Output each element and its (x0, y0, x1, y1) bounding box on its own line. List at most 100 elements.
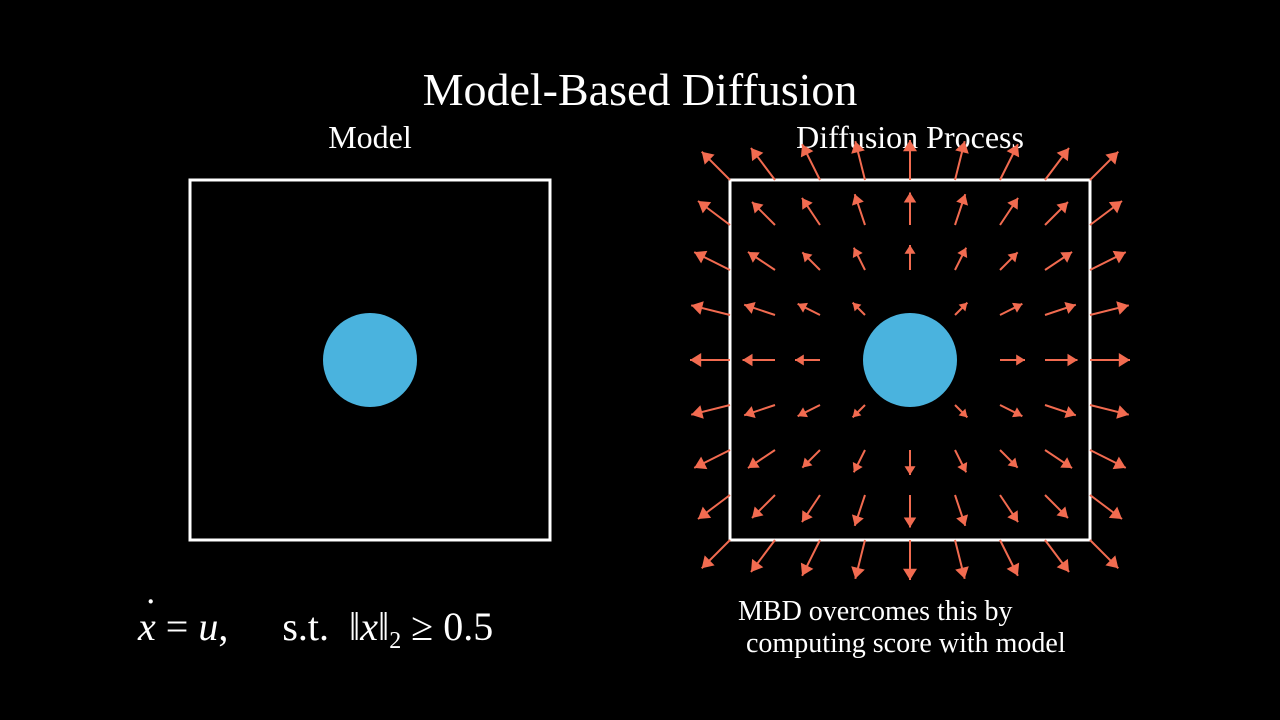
score-arrowhead (955, 566, 969, 579)
norm-subscript: 2 (389, 628, 402, 654)
score-arrowhead (1116, 405, 1129, 419)
score-arrowhead (747, 251, 760, 263)
score-arrowhead (691, 405, 704, 419)
dynamics-equation: x ˙ = u, s.t. ‖x‖2 ≥ 0.5 (138, 590, 494, 666)
state-derivative: x ˙ (138, 590, 157, 652)
score-arrowhead (744, 406, 756, 419)
score-arrowhead (1056, 148, 1069, 162)
score-arrowhead (1007, 510, 1019, 523)
score-arrowhead (694, 456, 708, 470)
score-arrowhead (690, 353, 702, 367)
model-panel-title: Model (328, 119, 412, 155)
score-arrowhead (903, 568, 917, 580)
score-arrowhead (751, 558, 764, 572)
score-arrowhead (800, 144, 814, 158)
score-arrowhead (958, 408, 968, 418)
score-arrowhead (802, 252, 813, 263)
score-arrowhead (851, 141, 865, 154)
score-arrowhead (1112, 456, 1126, 470)
score-arrowhead (694, 250, 708, 264)
score-arrowhead (1105, 151, 1119, 165)
score-arrowhead (1012, 302, 1023, 313)
score-arrowhead (1007, 197, 1019, 210)
score-arrowhead (958, 302, 968, 312)
score-arrowhead (1060, 251, 1073, 263)
score-arrowhead (852, 462, 863, 473)
norm-open: ‖ (339, 604, 361, 649)
score-arrowhead (903, 517, 917, 528)
score-arrowhead (903, 140, 917, 152)
caption-text: MBD overcomes this by computing score wi… (738, 596, 1066, 660)
score-arrowhead (957, 247, 968, 258)
score-arrowhead (1006, 562, 1020, 576)
score-arrowhead (852, 302, 862, 312)
norm-var: x (360, 604, 379, 649)
score-arrowhead (795, 354, 804, 366)
score-arrowhead (851, 514, 864, 526)
score-arrowhead (1060, 457, 1073, 469)
dot-accent: ˙ (144, 590, 158, 635)
score-arrowhead (797, 407, 808, 418)
score-arrowhead (1012, 407, 1023, 418)
score-arrowhead (1056, 558, 1069, 572)
score-arrowhead (698, 201, 712, 214)
score-arrowhead (751, 148, 764, 162)
score-arrowhead (852, 247, 863, 258)
caption-line-2: computing score with model (746, 628, 1066, 659)
comma: , (218, 604, 229, 649)
score-arrowhead (747, 457, 760, 469)
score-arrowhead (851, 566, 865, 579)
score-arrowhead (744, 301, 756, 314)
score-arrowhead (800, 562, 814, 576)
score-arrowhead (698, 506, 712, 519)
score-arrowhead (742, 353, 753, 367)
score-arrowhead (1067, 353, 1078, 367)
main-title: Model-Based Diffusion (422, 64, 858, 115)
control-var: u (198, 604, 219, 649)
score-arrowhead (752, 202, 764, 214)
score-vector-field (690, 140, 1130, 580)
score-arrowhead (1064, 406, 1076, 419)
score-arrowhead (903, 192, 917, 203)
score-arrowhead (851, 194, 864, 206)
score-arrowhead (956, 514, 969, 526)
relation: ≥ (411, 604, 434, 649)
score-arrowhead (1056, 506, 1068, 518)
score-arrowhead (1118, 353, 1130, 367)
score-arrowhead (1007, 252, 1018, 263)
score-arrowhead (1016, 354, 1025, 366)
diffusion-obstacle (863, 313, 957, 407)
score-arrowhead (956, 194, 969, 206)
score-arrowhead (1112, 250, 1126, 264)
score-arrowhead (1116, 301, 1129, 315)
caption-line-1: MBD overcomes this by (738, 596, 1013, 627)
equals-sign: = (165, 604, 199, 649)
score-arrowhead (701, 151, 715, 165)
bound-value: 0.5 (443, 604, 494, 649)
norm-close: ‖ (378, 604, 390, 649)
score-arrowhead (752, 506, 764, 518)
score-arrowhead (1064, 301, 1076, 314)
model-frame (188, 178, 552, 542)
score-arrowhead (701, 555, 715, 569)
score-arrowhead (955, 141, 969, 154)
score-arrowhead (852, 408, 862, 418)
score-arrowhead (1108, 201, 1122, 214)
score-arrowhead (957, 462, 968, 473)
score-arrowhead (1007, 457, 1018, 468)
score-arrowhead (1105, 555, 1119, 569)
score-arrowhead (691, 301, 704, 315)
state-var: x (138, 604, 156, 649)
score-arrowhead (801, 197, 813, 210)
constraint-prefix: s.t. (282, 604, 330, 649)
score-arrowhead (802, 457, 813, 468)
model-obstacle (323, 313, 417, 407)
score-arrowhead (904, 245, 916, 254)
score-arrowhead (904, 466, 916, 475)
score-arrowhead (1006, 144, 1020, 158)
score-arrowhead (797, 302, 808, 313)
score-arrowhead (801, 510, 813, 523)
score-arrowhead (1108, 506, 1122, 519)
score-arrowhead (1056, 202, 1068, 214)
